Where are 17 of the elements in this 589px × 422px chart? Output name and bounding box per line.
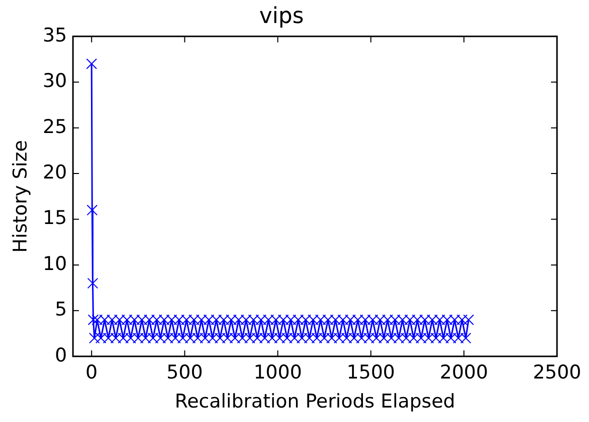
chart-title: vips	[259, 4, 304, 29]
x-tick-label: 1000	[254, 362, 302, 384]
y-tick-label: 15	[42, 207, 67, 230]
x-tick-label: 2500	[532, 362, 582, 384]
y-tick-label: 5	[54, 298, 67, 321]
y-axis-title: History Size	[9, 140, 32, 253]
y-tick-label: 0	[54, 344, 67, 366]
x-tick-label: 1500	[346, 362, 396, 384]
x-tick-label: 0	[86, 362, 98, 384]
x-axis-title: Recalibration Periods Elapsed	[174, 390, 456, 413]
y-tick-label: 25	[42, 116, 67, 138]
x-tick-label: 500	[166, 362, 203, 384]
y-tick-label: 10	[42, 252, 67, 275]
y-tick-label: 30	[42, 70, 67, 92]
y-tick-label: 35	[42, 24, 67, 46]
x-tick-label: 2000	[440, 362, 488, 384]
y-tick-label: 20	[42, 161, 67, 184]
